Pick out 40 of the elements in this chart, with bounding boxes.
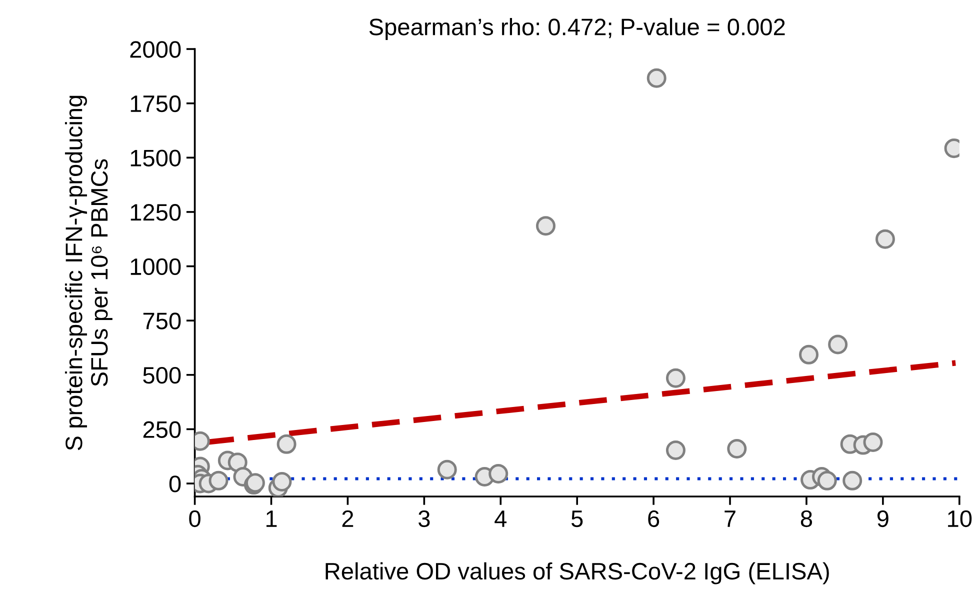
y-tick-label: 2000 <box>130 41 181 58</box>
x-tick-label: 1 <box>266 510 277 527</box>
x-tick-label: 7 <box>724 510 736 527</box>
point <box>536 216 556 236</box>
point <box>488 464 508 484</box>
x-tick-label: 5 <box>571 510 583 528</box>
x-tick-label: 0 <box>189 510 200 528</box>
y-tick-label: 0 <box>169 476 181 492</box>
x-tick-label: 10 <box>948 510 972 528</box>
y-tick-label: 1750 <box>130 95 181 112</box>
point <box>276 434 296 454</box>
point <box>228 452 248 472</box>
point <box>727 438 747 458</box>
y-tick-label: 250 <box>143 421 181 438</box>
y-tick-label: 500 <box>143 366 181 384</box>
x-axis-title: Relative OD values of SARS-CoV-2 IgG (ELISA) <box>326 562 829 584</box>
point <box>842 470 862 490</box>
y-tick-label: 1500 <box>130 150 181 166</box>
y-tick-label: 1000 <box>130 258 181 276</box>
chart-title: Spearman’s rho: 0.472; P-value = 0.002 <box>369 18 785 40</box>
point <box>208 470 228 490</box>
x-tick-label: 8 <box>800 510 812 528</box>
point <box>666 368 686 388</box>
point <box>817 470 837 490</box>
x-tick-label: 3 <box>418 510 430 528</box>
y-tick-label: 750 <box>143 312 181 330</box>
point <box>272 472 292 492</box>
point <box>666 440 686 460</box>
point <box>828 334 848 354</box>
point <box>863 432 883 452</box>
x-tick-label: 6 <box>648 510 660 528</box>
x-tick-label: 4 <box>494 510 507 527</box>
point <box>875 229 895 249</box>
y-tick-label: 1250 <box>130 204 181 221</box>
y-axis-title: S protein-specific IFN-γ-producing SFUs per 10⁶ PBMCs <box>64 96 112 450</box>
point <box>799 344 819 364</box>
point <box>646 68 666 88</box>
x-tick-label: 9 <box>877 510 888 528</box>
x-tick-label: 2 <box>342 510 354 527</box>
point <box>437 460 457 480</box>
